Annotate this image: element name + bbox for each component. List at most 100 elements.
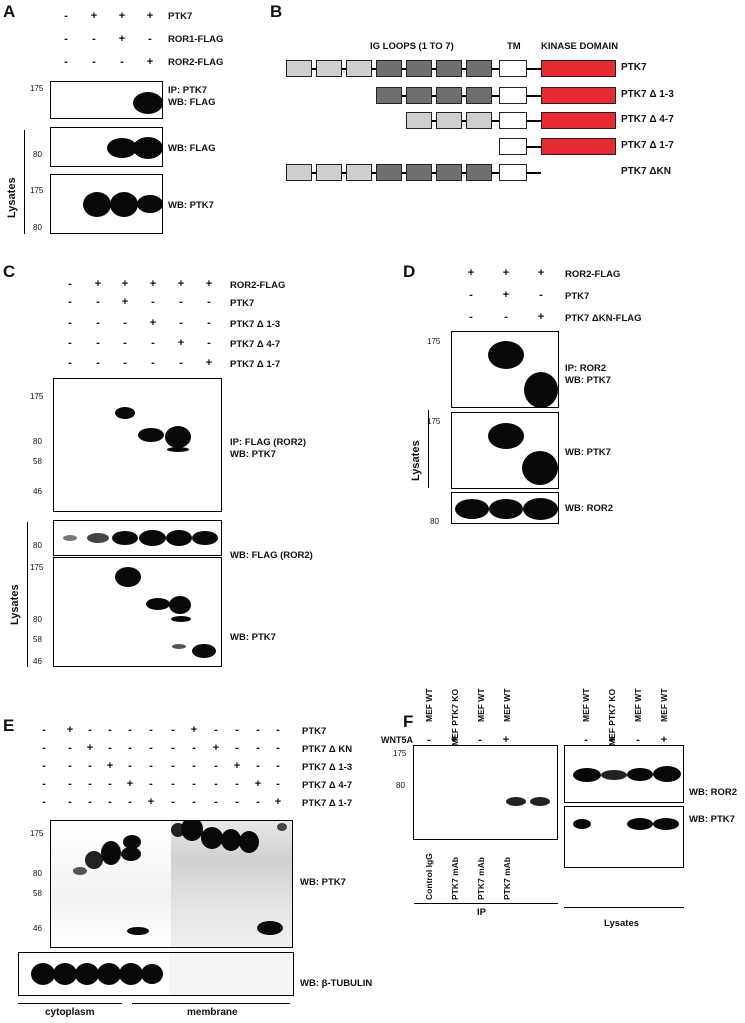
cell-label: MEF WT xyxy=(476,688,486,722)
blot-label: WB: β-TUBULIN xyxy=(300,978,373,989)
sign: + xyxy=(190,724,198,736)
sign: - xyxy=(88,796,92,808)
sign: - xyxy=(149,742,153,754)
mw-marker: 80 xyxy=(33,541,42,550)
condition-label: PTK7 xyxy=(168,11,193,22)
mw-marker: 175 xyxy=(30,829,44,838)
sign: + xyxy=(149,317,157,329)
mw-marker: 175 xyxy=(427,337,441,346)
condition-label: PTK7 Δ 1-7 xyxy=(302,798,353,809)
mw-marker: 80 xyxy=(33,223,42,232)
sign: - xyxy=(235,742,239,754)
mw-marker: 175 xyxy=(30,563,44,572)
fraction-label: cytoplasm xyxy=(45,1007,95,1018)
sign: + xyxy=(537,267,545,279)
sign: + xyxy=(212,742,220,754)
cell-label: MEF WT xyxy=(424,688,434,722)
blot-ip xyxy=(53,378,222,512)
blot-tubulin xyxy=(18,952,294,996)
sign: - xyxy=(256,724,260,736)
sign: - xyxy=(469,289,473,301)
sign: - xyxy=(151,337,155,349)
condition-label: PTK7 xyxy=(230,298,255,309)
sign: + xyxy=(502,289,510,301)
blot-flag xyxy=(53,520,222,556)
blot-ip xyxy=(50,81,163,119)
mw-marker: 175 xyxy=(30,186,44,195)
sign: - xyxy=(256,796,260,808)
sign: - xyxy=(235,796,239,808)
ip-label: IP xyxy=(477,907,486,918)
condition-label: ROR2-FLAG xyxy=(168,57,224,68)
sign: - xyxy=(207,317,211,329)
blot-ptk7 xyxy=(564,806,684,868)
ig-loops-header: IG LOOPS (1 TO 7) xyxy=(370,41,454,52)
sign: - xyxy=(108,724,112,736)
condition-label: PTK7 Δ 1-3 xyxy=(302,762,353,773)
sign: - xyxy=(148,33,152,45)
blot-label: IP: FLAG (ROR2) xyxy=(230,437,306,448)
sign: - xyxy=(171,742,175,754)
sign: - xyxy=(151,357,155,369)
sign: - xyxy=(192,796,196,808)
blot-label: WB: FLAG xyxy=(168,143,216,154)
sign: - xyxy=(636,734,640,746)
sign: - xyxy=(192,742,196,754)
sign: - xyxy=(68,760,72,772)
blot-ptk7 xyxy=(451,412,559,489)
sign: - xyxy=(88,724,92,736)
sign: - xyxy=(42,778,46,790)
sign: + xyxy=(608,734,616,746)
sign: - xyxy=(42,796,46,808)
mw-marker: 58 xyxy=(33,635,42,644)
condition-label: PTK7 xyxy=(565,291,590,302)
sign: - xyxy=(128,796,132,808)
sign: - xyxy=(179,317,183,329)
mw-marker: 175 xyxy=(393,749,407,758)
sign: - xyxy=(42,742,46,754)
sign: + xyxy=(126,778,134,790)
condition-label: PTK7 Δ 4-7 xyxy=(302,780,353,791)
mw-marker: 80 xyxy=(33,150,42,159)
mw-marker: 175 xyxy=(30,84,44,93)
condition-label: PTK7 Δ KN xyxy=(302,744,353,755)
mw-marker: 80 xyxy=(33,437,42,446)
sign: + xyxy=(537,311,545,323)
blot-flag xyxy=(50,127,163,167)
mw-marker: 80 xyxy=(33,869,42,878)
condition-label: ROR2-FLAG xyxy=(565,269,621,280)
fraction-label: membrane xyxy=(187,1007,238,1018)
construct-label: PTK7 Δ 1-3 xyxy=(621,89,674,100)
panel-letter-f: F xyxy=(403,712,414,731)
blot-label: IP: ROR2 xyxy=(565,363,607,374)
sign: - xyxy=(128,760,132,772)
sign: - xyxy=(123,317,127,329)
blot-label: IP: PTK7 xyxy=(168,85,208,96)
sign: - xyxy=(179,296,183,308)
sign: + xyxy=(450,734,458,746)
blot-label: WB: ROR2 xyxy=(689,787,738,798)
sign: - xyxy=(171,724,175,736)
sign: - xyxy=(68,296,72,308)
sign: - xyxy=(192,760,196,772)
cell-label: MEF WT xyxy=(659,688,669,722)
sign: - xyxy=(108,796,112,808)
cell-label: MEF WT xyxy=(581,688,591,722)
construct-label: PTK7 Δ 1-7 xyxy=(621,140,674,151)
construct-label: PTK7 Δ 4-7 xyxy=(621,114,674,125)
blot-label: WB: PTK7 xyxy=(168,200,214,211)
sign: + xyxy=(149,278,157,290)
condition-label: ROR1-FLAG xyxy=(168,34,224,45)
blot-label: WB: PTK7 xyxy=(565,447,611,458)
sign: - xyxy=(256,760,260,772)
condition-label: PTK7 Δ 1-3 xyxy=(230,319,281,330)
blot-label: WB: FLAG xyxy=(168,97,216,108)
sign: - xyxy=(64,56,68,68)
sign: + xyxy=(205,278,213,290)
sign: - xyxy=(584,734,588,746)
sign: - xyxy=(151,296,155,308)
sign: + xyxy=(502,267,510,279)
blot-label: WB: PTK7 xyxy=(565,375,611,386)
sign: + xyxy=(146,56,154,68)
sign: - xyxy=(42,760,46,772)
